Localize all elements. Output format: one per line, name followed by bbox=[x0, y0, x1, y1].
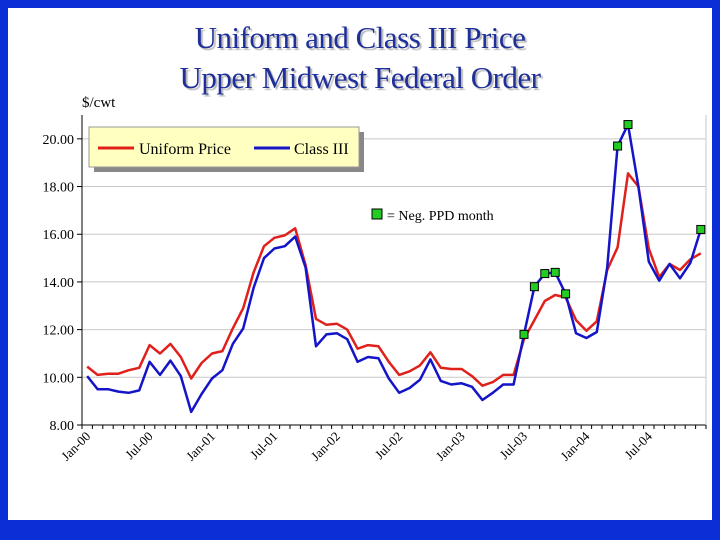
legend: Uniform Price Class III bbox=[88, 126, 364, 172]
ppd-marker bbox=[613, 141, 623, 151]
y-tick-label: 14.00 bbox=[43, 276, 75, 291]
ppd-marker bbox=[540, 269, 550, 279]
x-tick-label: Jan-04 bbox=[557, 428, 592, 463]
ppd-marker bbox=[529, 282, 539, 292]
chart-subtitle: Upper Midwest Federal Order bbox=[179, 60, 541, 95]
y-tick-label: 18.00 bbox=[43, 181, 75, 196]
legend-label-class-iii: Class III bbox=[294, 141, 349, 158]
y-tick-label: 20.00 bbox=[43, 133, 75, 148]
ppd-annotation-label: = Neg. PPD month bbox=[387, 209, 494, 224]
ppd-marker bbox=[696, 224, 706, 234]
ppd-marker bbox=[561, 289, 571, 299]
ppd-markers bbox=[519, 120, 706, 339]
x-tick-labels: Jan-00 Jul-00 Jan-01 Jul-01 Jan-02 Jul-02 Jan-… bbox=[58, 428, 655, 463]
series-lines bbox=[86, 123, 702, 414]
ppd-marker bbox=[550, 267, 560, 277]
ppd-annotation: = Neg. PPD month bbox=[371, 208, 494, 224]
x-tick-label: Jul-02 bbox=[372, 429, 406, 463]
x-tick-label: Jul-00 bbox=[122, 429, 156, 463]
axes bbox=[77, 115, 707, 429]
slide-background bbox=[8, 8, 712, 520]
y-axis-unit-label: $/cwt bbox=[82, 95, 116, 111]
class-iii-line bbox=[86, 123, 702, 414]
gridlines bbox=[82, 138, 706, 426]
y-tick-labels: 8.00 10.00 12.00 14.00 16.00 18.00 20.00 bbox=[43, 133, 75, 434]
y-tick-label: 16.00 bbox=[43, 228, 75, 243]
x-tick-label: Jul-01 bbox=[247, 429, 281, 463]
ppd-marker bbox=[623, 120, 633, 130]
x-tick-label: Jan-01 bbox=[183, 429, 218, 464]
x-tick-label: Jan-02 bbox=[308, 429, 343, 464]
y-tick-label: 8.00 bbox=[50, 419, 75, 434]
x-tick-label: Jan-03 bbox=[433, 429, 468, 464]
uniform-price-line bbox=[86, 172, 702, 387]
x-tick-label: Jul-04 bbox=[621, 428, 655, 462]
y-tick-label: 10.00 bbox=[43, 371, 75, 386]
ppd-marker-key bbox=[371, 208, 383, 220]
y-tick-label: 12.00 bbox=[43, 324, 75, 339]
chart-title: Uniform and Class III Price bbox=[194, 20, 526, 55]
ppd-marker bbox=[519, 329, 529, 339]
x-tick-label: Jul-03 bbox=[497, 429, 531, 463]
legend-label-uniform-price: Uniform Price bbox=[139, 141, 231, 158]
